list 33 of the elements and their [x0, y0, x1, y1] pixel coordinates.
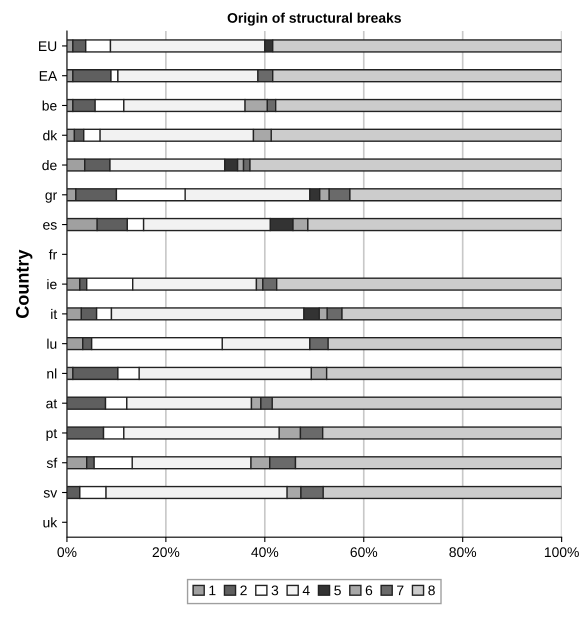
y-tick-label: sv: [44, 490, 58, 498]
legend-label: 4: [302, 586, 310, 596]
y-tick-label: fr: [48, 249, 57, 260]
y-tick-label: sf: [46, 458, 58, 468]
y-tick-label: de: [42, 160, 57, 170]
x-tick-label: 0%: [57, 547, 76, 558]
legend-label: 6: [366, 585, 372, 596]
y-tick-label: ie: [47, 279, 57, 290]
legend-label: 7: [397, 586, 404, 596]
chart-title: Origin of structural breaks: [228, 12, 401, 26]
legend-label: 1: [209, 586, 216, 596]
y-tick-label: pt: [46, 429, 58, 441]
y-tick-label: it: [51, 308, 58, 320]
y-tick-label: gr: [45, 192, 57, 203]
y-tick-label: uk: [43, 517, 58, 528]
x-tick-label: 20%: [152, 547, 180, 558]
y-tick-label: be: [42, 100, 57, 111]
legend-label: 8: [428, 585, 435, 596]
y-tick-label: EA: [40, 71, 58, 81]
y-axis-title: Country: [16, 250, 32, 318]
legend-label: 2: [240, 585, 247, 596]
x-tick-label: 60%: [350, 547, 378, 558]
legend-label: 3: [272, 585, 278, 596]
y-tick-label: EU: [39, 41, 56, 52]
y-tick-label: es: [43, 222, 57, 230]
x-tick-label: 40%: [251, 547, 278, 558]
legend-label: 5: [334, 586, 341, 596]
x-tick-label: 80%: [449, 547, 476, 558]
y-tick-label: at: [46, 399, 58, 408]
y-tick-label: dk: [43, 130, 58, 140]
y-tick-label: nl: [47, 368, 56, 378]
x-tick-label: 100%: [544, 547, 579, 558]
y-tick-label: lu: [47, 338, 56, 349]
